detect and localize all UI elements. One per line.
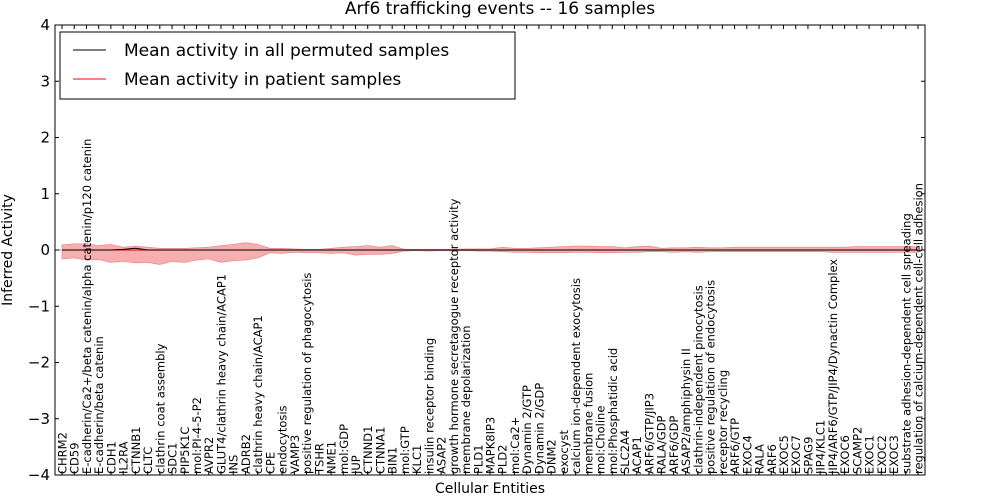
x-tick-label: PIP5K1C bbox=[178, 427, 192, 474]
x-tick-label: CD59 bbox=[68, 442, 82, 474]
x-tick-label: ASAP2/amphiphysin II bbox=[679, 348, 693, 474]
x-tick-label: AVPR2 bbox=[202, 437, 216, 474]
x-tick-label: SLC2A4 bbox=[618, 430, 632, 474]
x-tick-label: exocyst bbox=[557, 430, 571, 474]
x-tick-label: clathrin-independent pinocytosis bbox=[691, 285, 705, 474]
x-tick-label: EXOC7 bbox=[789, 435, 803, 474]
x-tick-label: IL2RA bbox=[117, 441, 131, 474]
x-tick-label: receptor recycling bbox=[716, 370, 730, 474]
x-tick-label: EXOC1 bbox=[863, 435, 877, 474]
x-tick-label: E-cadherin/Ca2+/beta catenin/alpha caten… bbox=[80, 139, 94, 474]
y-tick-label: 4 bbox=[40, 16, 50, 34]
y-axis-label: Inferred Activity bbox=[0, 194, 16, 306]
x-tick-label: PLD2 bbox=[496, 444, 510, 474]
x-tick-label: KLC1 bbox=[410, 445, 424, 474]
y-tick-label: −1 bbox=[28, 297, 50, 315]
x-tick-label: RALA/GDP bbox=[655, 415, 669, 474]
x-tick-label: Dynamin 2/GDP bbox=[532, 383, 546, 474]
x-tick-label: positive regulation of endocytosis bbox=[704, 280, 718, 474]
x-tick-label: EXOC2 bbox=[875, 435, 889, 474]
x-tick-label: substrate adhesion-dependent cell spread… bbox=[899, 213, 913, 474]
x-tick-label: INS bbox=[227, 455, 241, 474]
x-tick-label: SCAMP2 bbox=[850, 427, 864, 474]
x-tick-label: E-cadherin/beta catenin bbox=[92, 336, 106, 474]
x-tick-label: ADRB2 bbox=[239, 434, 253, 474]
x-tick-label: mol:Choline bbox=[594, 406, 608, 474]
chart-title: Arf6 trafficking events -- 16 samples bbox=[345, 0, 655, 19]
x-tick-label: CTNND1 bbox=[361, 426, 375, 474]
x-tick-label: SDC1 bbox=[166, 442, 180, 474]
x-tick-label: calcium ion-dependent exocytosis bbox=[569, 278, 583, 474]
x-tick-label: VAMP3 bbox=[288, 435, 302, 474]
x-tick-label: GLUT4/clathrin heavy chain/ACAP1 bbox=[214, 274, 228, 474]
x-tick-label: insulin receptor binding bbox=[422, 338, 436, 474]
x-tick-label: mol:PI-4-5-P2 bbox=[190, 397, 204, 474]
x-tick-label: BIN1 bbox=[386, 447, 400, 474]
x-tick-label: CTNNB1 bbox=[129, 427, 143, 474]
legend-label-patient: Mean activity in patient samples bbox=[124, 70, 401, 90]
x-tick-label: ACAP1 bbox=[630, 436, 644, 474]
patient-band bbox=[61, 242, 919, 265]
x-tick-label: membrane fusion bbox=[581, 373, 595, 474]
legend-box bbox=[59, 31, 516, 100]
x-tick-label: PLD1 bbox=[471, 444, 485, 474]
x-tick-label: JIP4/ARF6/GTP/JIP4/Dynactin Complex bbox=[826, 259, 840, 475]
x-tick-label: ASAP2 bbox=[435, 437, 449, 475]
x-tick-label: endocytosis bbox=[276, 405, 290, 474]
x-tick-label: RALA bbox=[753, 444, 767, 474]
x-tick-label: positive regulation of phagocytosis bbox=[300, 273, 314, 474]
y-tick-label: 1 bbox=[40, 185, 50, 203]
x-tick-label: ARF6/GTP/JIP3 bbox=[642, 393, 656, 474]
y-tick-label: −2 bbox=[28, 354, 50, 372]
x-tick-label: mol:Ca2+ bbox=[508, 417, 522, 474]
x-tick-label: mol:Phosphatidic acid bbox=[606, 348, 620, 474]
x-tick-label: JIP4/KLC1 bbox=[814, 420, 828, 475]
x-tick-label: CTNNA1 bbox=[373, 427, 387, 474]
x-tick-label: membrane depolarization bbox=[459, 325, 473, 474]
y-tick-label: 3 bbox=[40, 72, 50, 90]
x-tick-label: mol:GDP bbox=[337, 424, 351, 474]
x-tick-label: TSHR bbox=[312, 443, 326, 475]
x-tick-label: NME1 bbox=[325, 441, 339, 474]
x-tick-label: CHRM2 bbox=[56, 432, 70, 474]
x-tick-label: CDH1 bbox=[104, 441, 118, 474]
y-tick-label: −3 bbox=[28, 410, 50, 428]
x-tick-label: regulation of calcium-dependent cell-cel… bbox=[912, 183, 926, 474]
x-tick-label: CLTC bbox=[141, 447, 155, 474]
x-tick-label: EXOC4 bbox=[740, 435, 754, 474]
x-tick-label: mol:GTP bbox=[398, 426, 412, 474]
series-line-permuted bbox=[62, 247, 918, 251]
x-tick-label: clathrin coat assembly bbox=[153, 343, 167, 474]
x-tick-label: growth hormone secretagogue receptor act… bbox=[447, 198, 461, 474]
x-tick-label: ARF6/GTP bbox=[728, 418, 742, 474]
y-tick-label: −4 bbox=[28, 466, 50, 484]
x-tick-label: CPE bbox=[263, 452, 277, 474]
x-tick-label: MAPK8IP3 bbox=[484, 417, 498, 474]
x-tick-label: clathrin heavy chain/ACAP1 bbox=[251, 315, 265, 474]
x-tick-label: EXOC5 bbox=[777, 435, 791, 474]
legend-label-permuted: Mean activity in all permuted samples bbox=[124, 41, 449, 61]
x-tick-label: Dynamin 2/GTP bbox=[520, 385, 534, 474]
x-tick-label: ARF6/GDP bbox=[667, 416, 681, 474]
x-tick-label: ARF6 bbox=[765, 444, 779, 474]
y-tick-label: 2 bbox=[40, 129, 50, 147]
x-tick-label: EXOC3 bbox=[887, 435, 901, 474]
x-tick-label: JUP bbox=[349, 455, 363, 475]
legend: Mean activity in all permuted samples Me… bbox=[59, 31, 516, 100]
x-tick-label: SPAG9 bbox=[801, 437, 815, 474]
x-tick-label: EXOC6 bbox=[838, 435, 852, 474]
y-tick-label: 0 bbox=[40, 241, 50, 259]
x-tick-label: DNM2 bbox=[545, 439, 559, 474]
x-axis-label: Cellular Entities bbox=[435, 481, 545, 497]
